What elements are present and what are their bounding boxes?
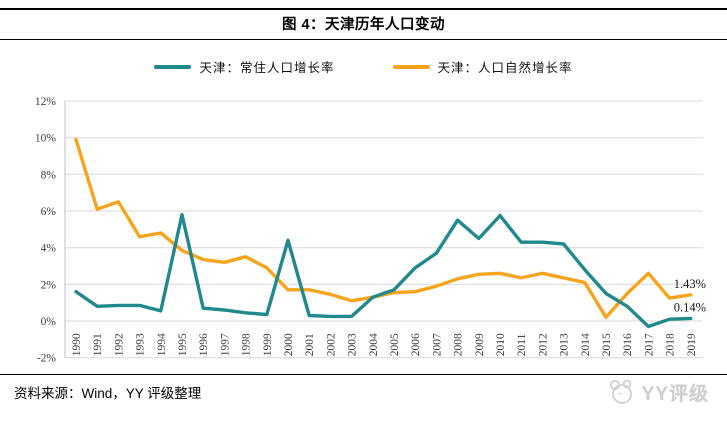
x-tick-label: 2014 (580, 333, 592, 356)
x-tick-label: 2015 (601, 333, 613, 356)
data-source-note: 资料来源：Wind，YY 评级整理 (14, 386, 202, 401)
x-tick-label: 2016 (622, 333, 634, 356)
mouse-face-icon (609, 379, 632, 404)
legend-label: 天津：常住人口增长率 (199, 60, 335, 75)
x-tick-label: 1998 (241, 333, 253, 356)
x-tick-label: 1999 (262, 333, 274, 356)
x-tick-label: 2009 (474, 333, 486, 356)
x-tick-label: 1991 (92, 333, 104, 356)
chart-title: 图 4：天津历年人口变动 (281, 17, 446, 33)
brand-watermark-text: YY评级 (641, 383, 709, 405)
x-tick-label: 2007 (431, 333, 443, 356)
series-line-0 (74, 212, 693, 329)
legend-item-resident-growth: 天津：常住人口增长率 (154, 57, 334, 76)
legend-swatch-teal (154, 64, 192, 69)
brand-watermark: YY评级 (607, 378, 709, 406)
x-tick-label: 1990 (71, 333, 83, 356)
y-tick-label: 2% (41, 279, 57, 291)
y-tick-label: -2% (37, 353, 57, 365)
x-tick-label: 2017 (643, 333, 655, 356)
y-tick-label: 12% (35, 96, 57, 108)
y-tick-label: 0% (41, 316, 57, 328)
x-tick-label: 1994 (156, 333, 168, 356)
series-line-1 (74, 137, 693, 319)
x-tick-label: 2000 (283, 333, 295, 356)
data-label: 0.14% (674, 300, 706, 314)
x-tick-label: 1997 (219, 333, 231, 356)
x-tick-label: 1996 (198, 333, 210, 356)
x-tick-label: 2003 (347, 333, 359, 356)
y-tick-label: 10% (35, 133, 57, 145)
x-tick-label: 2008 (453, 333, 465, 356)
y-tick-label: 6% (41, 206, 57, 218)
x-tick-label: 2001 (304, 333, 316, 356)
y-tick-label: 4% (41, 243, 57, 255)
x-tick-label: 2019 (686, 333, 698, 356)
x-tick-label: 2012 (537, 333, 549, 356)
x-tick-label: 2005 (389, 333, 401, 356)
x-tick-label: 2013 (559, 333, 571, 356)
y-tick-label: 8% (41, 169, 57, 181)
legend-item-natural-growth: 天津：人口自然增长率 (392, 57, 573, 76)
x-tick-label: 1992 (113, 333, 125, 356)
x-tick-label: 1995 (177, 333, 189, 356)
x-tick-label: 1993 (135, 333, 147, 356)
title-divider (0, 39, 727, 40)
x-tick-label: 2002 (325, 333, 337, 356)
footer-divider-top (0, 374, 727, 375)
x-tick-label: 2011 (516, 333, 528, 356)
x-tick-label: 2018 (665, 333, 677, 356)
top-divider (0, 8, 727, 10)
chart-legend: 天津：常住人口增长率 天津：人口自然增长率 (0, 57, 727, 76)
x-tick-label: 2006 (410, 333, 422, 356)
x-tick-label: 2004 (368, 333, 380, 356)
data-label: 1.43% (674, 277, 706, 291)
legend-label: 天津：人口自然增长率 (437, 60, 573, 75)
x-tick-label: 2010 (495, 333, 507, 356)
legend-swatch-orange (392, 64, 430, 69)
